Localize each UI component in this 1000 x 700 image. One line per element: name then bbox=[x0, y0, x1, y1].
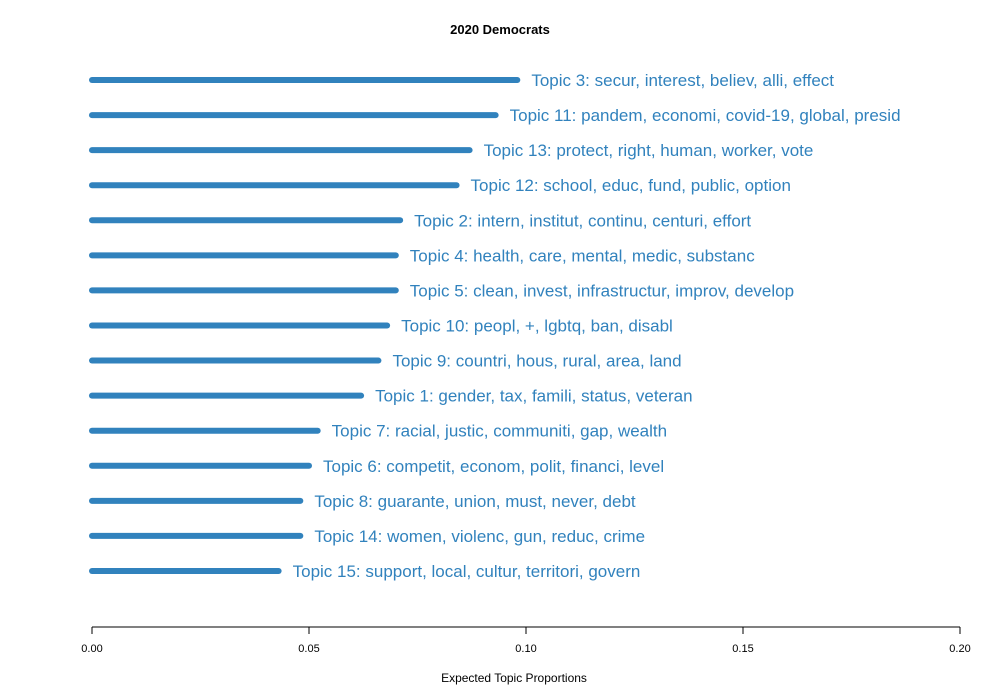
topic-label: Topic 10: peopl, +, lgbtq, ban, disabl bbox=[401, 316, 673, 335]
x-axis-title: Expected Topic Proportions bbox=[441, 671, 587, 685]
topic-label: Topic 14: women, violenc, gun, reduc, cr… bbox=[314, 527, 645, 546]
topic-label: Topic 13: protect, right, human, worker,… bbox=[484, 141, 814, 160]
x-tick-label: 0.05 bbox=[298, 643, 319, 655]
topic-label: Topic 4: health, care, mental, medic, su… bbox=[410, 246, 755, 265]
bars-layer bbox=[89, 77, 521, 574]
topic-label: Topic 7: racial, justic, communiti, gap,… bbox=[332, 422, 667, 441]
chart-title: 2020 Democrats bbox=[450, 22, 550, 37]
topic-label: Topic 9: countri, hous, rural, area, lan… bbox=[392, 352, 681, 371]
x-tick-label: 0.00 bbox=[81, 643, 102, 655]
topic-label: Topic 6: competit, econom, polit, financ… bbox=[323, 457, 664, 476]
x-tick-label: 0.10 bbox=[515, 643, 536, 655]
topic-label: Topic 5: clean, invest, infrastructur, i… bbox=[410, 281, 794, 300]
x-axis: 0.00 0.05 0.10 0.15 0.20 bbox=[81, 626, 971, 655]
x-tick-label: 0.15 bbox=[732, 643, 753, 655]
topic-label: Topic 8: guarante, union, must, never, d… bbox=[314, 492, 636, 511]
x-tick-label: 0.20 bbox=[949, 643, 970, 655]
topic-label: Topic 11: pandem, economi, covid-19, glo… bbox=[510, 106, 901, 125]
labels-layer: Topic 3: secur, interest, believ, alli, … bbox=[293, 71, 901, 581]
topic-label: Topic 2: intern, institut, continu, cent… bbox=[414, 211, 751, 230]
topic-label: Topic 3: secur, interest, believ, alli, … bbox=[531, 71, 834, 90]
topic-label: Topic 12: school, educ, fund, public, op… bbox=[471, 176, 791, 195]
topic-label: Topic 1: gender, tax, famili, status, ve… bbox=[375, 387, 692, 406]
topic-label: Topic 15: support, local, cultur, territ… bbox=[293, 562, 641, 581]
